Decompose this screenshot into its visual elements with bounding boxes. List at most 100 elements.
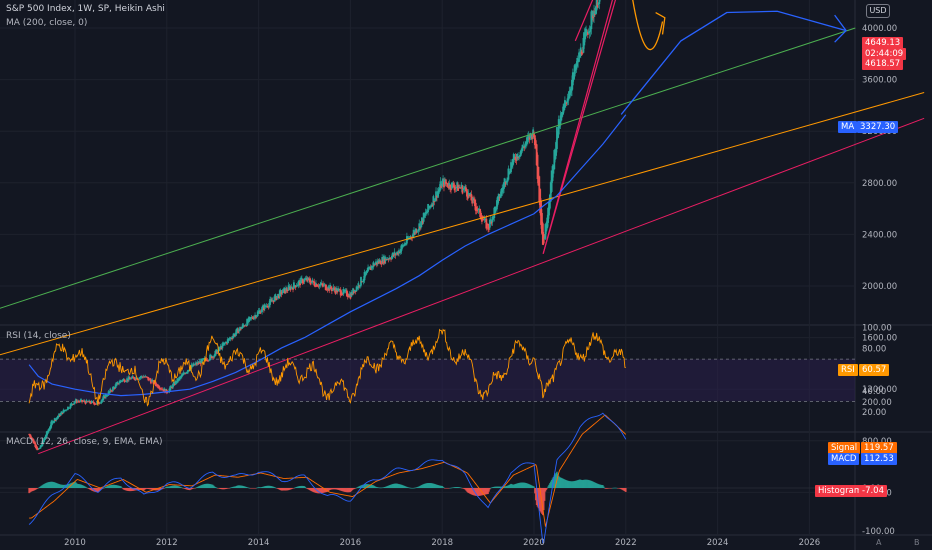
candle-body xyxy=(301,279,304,284)
candle-body xyxy=(551,166,554,182)
rsi-legend[interactable]: RSI (14, close) xyxy=(6,331,71,341)
projection-path-arrowhead xyxy=(834,14,847,43)
histogram-bar xyxy=(338,488,340,491)
histogram-bar xyxy=(581,480,584,488)
histogram-bar xyxy=(407,487,410,488)
histogram-bar xyxy=(579,479,581,488)
histogram-bar xyxy=(192,488,195,489)
histogram-bar xyxy=(560,477,563,488)
histogram-bar xyxy=(128,488,131,492)
candle-body xyxy=(221,343,224,349)
macd-line xyxy=(28,412,627,544)
histogram-bar xyxy=(388,485,391,488)
ma-legend[interactable]: MA (200, close, 0) xyxy=(6,18,88,28)
histogram-bar xyxy=(272,486,275,488)
candle-body xyxy=(289,286,292,291)
histogram-bar xyxy=(149,488,151,490)
histogram-bar xyxy=(334,488,337,490)
candle-body xyxy=(358,285,361,287)
histogram-bar xyxy=(211,484,213,488)
histogram-bar xyxy=(576,480,579,488)
histogram-bar xyxy=(617,488,619,489)
candle-body xyxy=(231,338,234,340)
histogram-bar xyxy=(499,486,502,488)
histogram-bar xyxy=(563,479,565,488)
histogram-bar xyxy=(426,483,428,488)
histogram-bar xyxy=(471,488,474,495)
candle-body xyxy=(594,14,596,15)
histogram-bar xyxy=(356,487,359,488)
histogram-bar xyxy=(585,479,587,488)
histogram-bar xyxy=(375,486,377,488)
histogram-bar xyxy=(594,482,597,488)
histogram-bar xyxy=(305,487,308,489)
trend-drawings xyxy=(0,0,925,455)
candle-body xyxy=(374,263,377,266)
macd-value-tag: 112.53 xyxy=(861,453,897,465)
histogram-bar xyxy=(337,488,339,490)
histogram-bar xyxy=(478,488,481,496)
rsi-value-tag: 60.57 xyxy=(859,364,890,376)
histogram-bar xyxy=(266,485,269,488)
histogram-bar xyxy=(364,484,367,488)
corner-button-b[interactable]: B xyxy=(914,538,920,547)
histogram-bar xyxy=(257,487,260,488)
histogram-bar xyxy=(370,484,373,488)
macd-tick: -100.00 xyxy=(862,527,895,537)
candle-body xyxy=(354,291,357,292)
histogram-bar xyxy=(97,488,99,493)
histogram-bar xyxy=(404,486,406,488)
histogram-bar xyxy=(558,477,561,488)
histogram-bar xyxy=(352,488,354,490)
histogram-bar xyxy=(286,488,289,491)
histogram-bar xyxy=(200,485,203,488)
candle-body xyxy=(278,295,280,299)
candle-body xyxy=(57,416,60,418)
histogram-bar xyxy=(263,486,265,488)
histogram-bar xyxy=(544,488,547,492)
histogram-bar xyxy=(423,483,426,488)
histogram-bar xyxy=(401,485,404,488)
time-tick: 2014 xyxy=(248,538,270,548)
histogram-bar xyxy=(237,485,240,488)
histogram-bar xyxy=(158,488,161,490)
histogram-bar xyxy=(535,488,538,506)
histogram-bar xyxy=(424,483,427,488)
histogram-bar xyxy=(381,487,383,489)
candle-body xyxy=(424,212,427,216)
histogram-bar xyxy=(159,488,162,490)
histogram-bar xyxy=(508,484,511,488)
histogram-bar xyxy=(79,484,82,488)
ma-line xyxy=(28,114,627,397)
candle-body xyxy=(249,317,252,319)
histogram-bar xyxy=(607,488,609,489)
candle-body xyxy=(325,287,328,291)
histogram-bar xyxy=(354,488,357,489)
candle-body xyxy=(103,395,106,399)
histogram-bar xyxy=(34,488,37,490)
candle-body xyxy=(498,197,501,198)
signal-line xyxy=(29,414,627,527)
histogram-bar xyxy=(327,488,330,492)
currency-button[interactable]: USD xyxy=(866,4,890,18)
histogram-bar xyxy=(318,488,321,494)
histogram-bar xyxy=(477,488,480,496)
histogram-bar xyxy=(164,487,166,489)
histogram-bar xyxy=(158,488,160,491)
histogram-bar xyxy=(383,487,385,488)
candle-body xyxy=(392,255,395,256)
histogram-bar xyxy=(324,488,326,493)
histogram-bar xyxy=(494,486,496,488)
histogram-bar xyxy=(162,488,165,489)
histogram-bar xyxy=(55,483,58,488)
corner-button-a[interactable]: A xyxy=(876,538,882,547)
histogram-bar xyxy=(176,485,179,488)
histogram-bar xyxy=(307,488,309,490)
histogram-bar xyxy=(328,488,331,491)
histogram-bar xyxy=(577,480,579,488)
countdown-tag: 02:44:09 xyxy=(862,48,907,60)
histogram-bar xyxy=(290,488,293,490)
histogram-bar xyxy=(522,482,525,488)
macd-legend[interactable]: MACD (12, 26, close, 9, EMA, EMA) xyxy=(6,437,163,447)
